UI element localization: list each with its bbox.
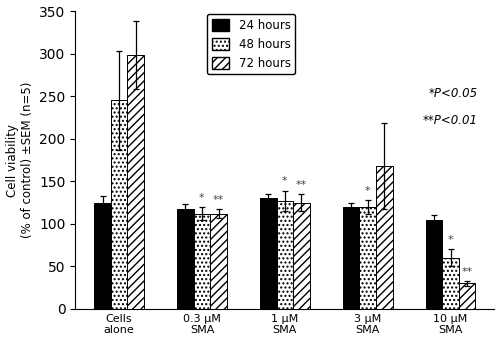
Text: *: *	[365, 186, 370, 196]
Bar	[128, 55, 144, 309]
Bar	[293, 203, 310, 309]
Bar	[459, 283, 475, 309]
Bar	[376, 166, 392, 309]
Bar	[210, 214, 227, 309]
Bar	[426, 220, 442, 309]
Y-axis label: Cell viability
(% of control) ±SEM (n=5): Cell viability (% of control) ±SEM (n=5)	[6, 82, 34, 238]
Legend: 24 hours, 48 hours, 72 hours: 24 hours, 48 hours, 72 hours	[207, 14, 296, 74]
Text: *: *	[448, 235, 454, 245]
Text: *P<0.05: *P<0.05	[428, 87, 478, 101]
Text: **P<0.01: **P<0.01	[422, 114, 478, 127]
Bar	[343, 207, 359, 309]
Bar	[194, 214, 210, 309]
Text: **: **	[296, 180, 307, 190]
Bar	[260, 198, 276, 309]
Text: *: *	[282, 176, 288, 187]
Text: **: **	[213, 195, 224, 205]
Text: *: *	[199, 193, 205, 203]
Bar	[276, 201, 293, 309]
Bar	[442, 258, 459, 309]
Bar	[111, 101, 128, 309]
Bar	[177, 209, 194, 309]
Bar	[94, 203, 111, 309]
Bar	[360, 207, 376, 309]
Text: **: **	[462, 267, 472, 277]
